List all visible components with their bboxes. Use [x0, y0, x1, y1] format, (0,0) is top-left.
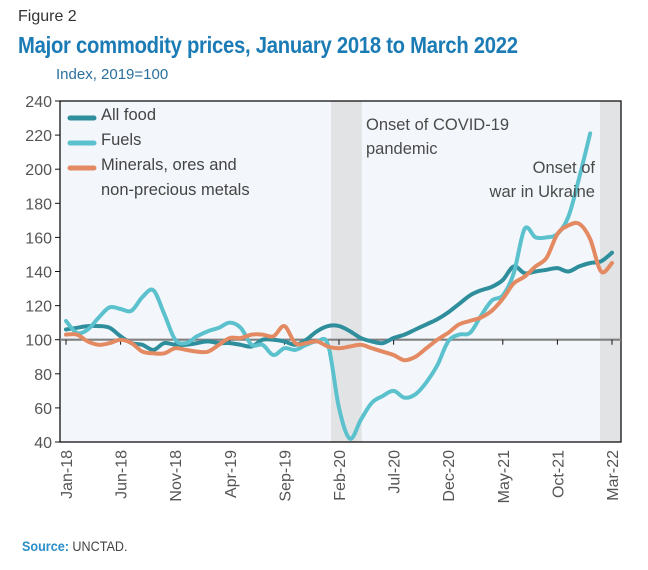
y-tick-label: 240 [25, 94, 52, 111]
y-tick-label: 200 [25, 162, 52, 179]
x-tick-label: Jan-18 [59, 450, 76, 499]
x-tick-label: Apr-19 [223, 450, 240, 498]
y-tick-label: 40 [34, 435, 52, 452]
legend-label: Minerals, ores and [101, 156, 237, 174]
legend-label: non-precious metals [101, 181, 250, 199]
x-tick-label: Mar-22 [605, 450, 622, 501]
chart-title: Major commodity prices, January 2018 to … [18, 32, 518, 58]
x-tick-label: Nov-18 [168, 450, 185, 502]
x-tick-label: Sep-19 [277, 450, 294, 502]
source-note: Source: UNCTAD. [22, 538, 127, 554]
legend-label: All food [101, 106, 156, 124]
annotation-ukraine: war in Ukraine [489, 183, 595, 201]
y-tick-label: 120 [25, 299, 52, 316]
x-tick-label: Jul-20 [387, 450, 404, 494]
legend-label: Fuels [101, 131, 141, 149]
source-label: Source: [22, 538, 69, 554]
y-tick-label: 80 [34, 367, 52, 384]
x-tick-label: Jun-18 [114, 450, 131, 499]
y-tick-label: 220 [25, 128, 52, 145]
series-line-minerals [64, 220, 614, 363]
y-tick-label: 140 [25, 265, 52, 282]
x-tick-label: Dec-20 [441, 450, 458, 502]
annotation-covid: Onset of COVID-19 [366, 116, 509, 134]
annotation-ukraine: Onset of [533, 159, 596, 177]
y-tick-label: 160 [25, 230, 52, 247]
figure-label: Figure 2 [18, 8, 77, 25]
x-tick-label: Oct-21 [550, 450, 567, 498]
chart-subtitle: Index, 2019=100 [56, 66, 169, 83]
source-text: UNCTAD. [72, 538, 128, 554]
y-tick-label: 100 [25, 333, 52, 350]
x-tick-label: May-21 [496, 450, 513, 503]
y-tick-label: 180 [25, 196, 52, 213]
ukraine-shaded-band [600, 101, 621, 442]
series-line-all-food [64, 250, 614, 352]
y-tick-label: 60 [34, 401, 52, 418]
x-tick-label: Feb-20 [332, 450, 349, 501]
annotation-covid: pandemic [366, 140, 438, 158]
line-chart: 40 60 80 100 120 140 160 180 200 220 240 Jan-18 Jun-… [25, 94, 622, 503]
